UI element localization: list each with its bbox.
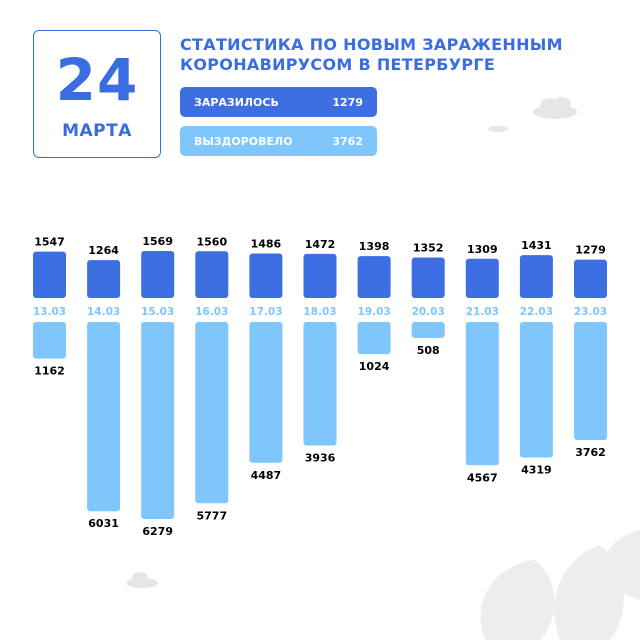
recovered-value-label: 1024 — [359, 360, 390, 373]
recovered-bar — [249, 322, 283, 463]
infected-value-label: 1264 — [88, 244, 119, 257]
recovered-bar — [195, 322, 229, 504]
infected-value-label: 1352 — [413, 242, 444, 255]
category-tick-label: 14.03 — [87, 306, 120, 318]
date-month: МАРТА — [62, 121, 132, 141]
infected-bar — [87, 260, 121, 298]
infected-bar — [574, 259, 607, 298]
infected-bar — [357, 256, 391, 298]
infected-bar — [465, 258, 499, 298]
page-title: СТАТИСТИКА ПО НОВЫМ ЗАРАЖЕННЫМ КОРОНАВИР… — [180, 35, 620, 75]
recovered-bar — [33, 322, 66, 359]
recovered-bar — [411, 322, 445, 338]
infected-value-label: 1547 — [34, 236, 65, 249]
infected-value-label: 1560 — [196, 235, 227, 248]
decorative-leaves-icon — [480, 530, 640, 640]
recovered-bar — [465, 322, 499, 466]
recovered-bar — [519, 322, 553, 458]
recovered-value-label: 3936 — [305, 451, 336, 464]
category-tick-label: 23.03 — [574, 306, 607, 318]
infected-value-label: 1486 — [251, 237, 282, 250]
recovered-value-label: 6279 — [142, 525, 173, 538]
category-tick-label: 22.03 — [520, 306, 553, 318]
recovered-bar — [357, 322, 391, 355]
title-line-1: СТАТИСТИКА ПО НОВЫМ ЗАРАЖЕННЫМ — [180, 35, 563, 54]
recovered-label: ВЫЗДОРОВЕЛО — [194, 134, 293, 148]
infected-value-label: 1569 — [142, 235, 173, 248]
infected-bar — [303, 253, 337, 298]
date-card: 24 МАРТА — [33, 30, 161, 158]
infected-value-label: 1472 — [305, 238, 336, 251]
recovered-value: 3762 — [332, 134, 363, 148]
recovered-bar — [87, 322, 121, 512]
infected-bar — [411, 257, 445, 298]
recovered-value-label: 508 — [417, 344, 440, 357]
recovered-bar — [574, 322, 607, 441]
infected-bar — [249, 253, 283, 298]
infected-value-label: 1309 — [467, 243, 498, 256]
infected-summary-badge: ЗАРАЗИЛОСЬ 1279 — [180, 87, 377, 117]
infected-bar — [519, 255, 553, 298]
recovered-value-label: 5777 — [196, 509, 227, 522]
infected-bar — [195, 251, 229, 298]
infected-value-label: 1398 — [359, 240, 390, 253]
category-tick-label: 17.03 — [249, 306, 282, 318]
recovered-value-label: 4319 — [521, 464, 552, 477]
recovered-summary-badge: ВЫЗДОРОВЕЛО 3762 — [180, 126, 377, 156]
date-day: 24 — [55, 46, 139, 114]
title-line-2: КОРОНАВИРУСОМ В ПЕТЕРБУРГЕ — [180, 55, 496, 74]
decorative-cloud-icon — [126, 97, 577, 588]
category-tick-label: 18.03 — [303, 306, 336, 318]
category-tick-label: 19.03 — [357, 306, 390, 318]
infected-bar — [141, 251, 175, 298]
recovered-value-label: 6031 — [88, 517, 119, 530]
category-tick-label: 15.03 — [141, 306, 174, 318]
infected-value-label: 1431 — [521, 239, 552, 252]
recovered-value-label: 1162 — [34, 364, 65, 377]
recovered-value-label: 3762 — [575, 446, 606, 459]
recovered-value-label: 4487 — [251, 469, 282, 482]
recovered-bar — [303, 322, 337, 446]
recovered-bar — [141, 322, 175, 519]
infected-bar — [33, 251, 66, 298]
category-tick-label: 16.03 — [195, 306, 228, 318]
infected-label: ЗАРАЗИЛОСЬ — [194, 95, 279, 109]
infected-value-label: 1279 — [575, 244, 606, 257]
infected-value: 1279 — [332, 95, 363, 109]
category-tick-label: 20.03 — [412, 306, 445, 318]
recovered-value-label: 4567 — [467, 471, 498, 484]
category-tick-label: 13.03 — [33, 306, 66, 318]
category-tick-label: 21.03 — [466, 306, 499, 318]
